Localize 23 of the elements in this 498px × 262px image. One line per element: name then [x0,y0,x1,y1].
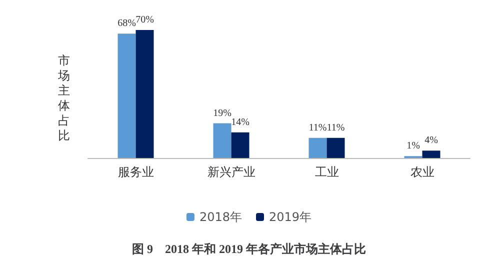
data-label: 11% [326,122,345,134]
x-tick-label: 农业 [410,165,434,179]
bar [326,138,345,158]
bar [308,138,327,158]
x-tick-label: 服务业 [118,165,154,179]
data-label: 68% [118,18,136,30]
y-axis-title: 市场主体占比 [57,54,70,142]
data-label: 11% [308,122,327,134]
x-tick-label: 工业 [314,165,339,179]
bar [136,30,154,158]
data-label: 1% [406,140,420,152]
data-label: 14% [231,116,250,128]
text: 图 9 2018 年和 2019 年各产业市场主体占比 [132,242,366,256]
bar [213,123,232,158]
legend-label: 2019年 [269,210,312,224]
bar [118,34,136,158]
bar [231,132,250,158]
bar [422,150,440,158]
legend-label: 2018年 [199,210,242,224]
data-label: 4% [424,135,438,146]
data-label: 19% [213,108,232,119]
data-label: 70% [136,14,154,26]
x-tick-label: 新兴产业 [207,165,256,179]
